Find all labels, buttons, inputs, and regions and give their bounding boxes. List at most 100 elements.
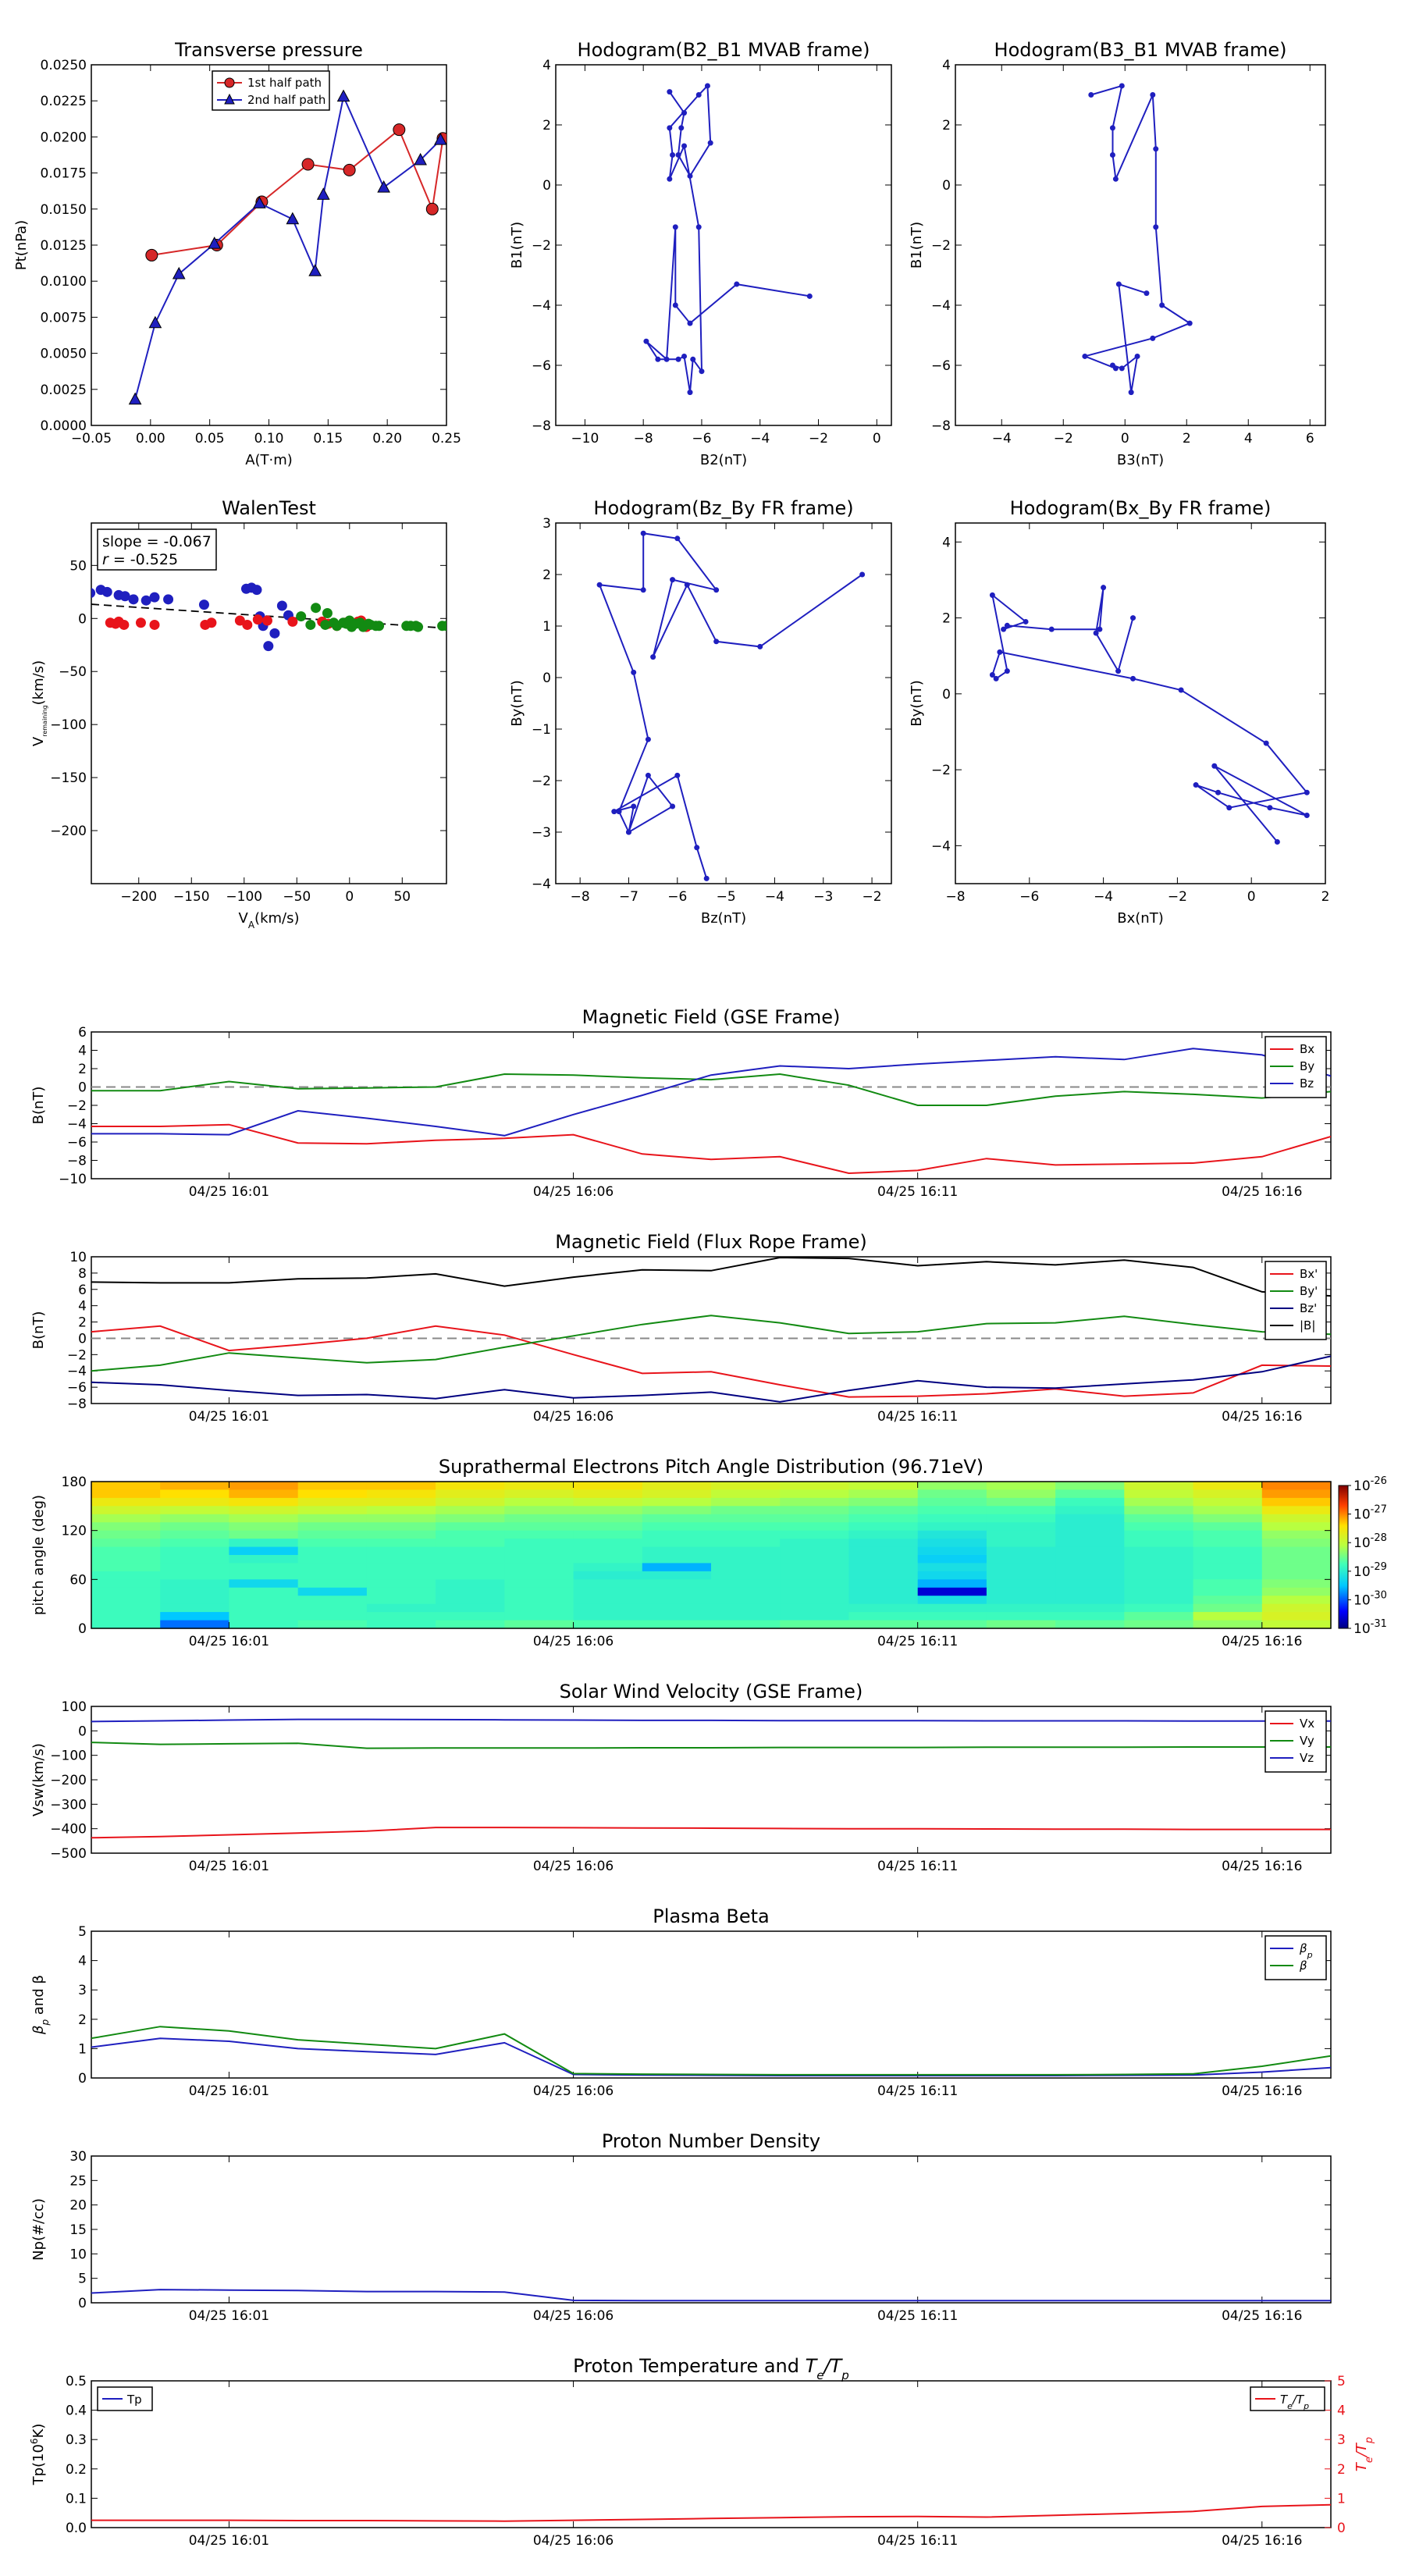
y-tick-label: 30 (69, 2149, 87, 2165)
y-tick-label-right: 2 (1337, 2462, 1346, 2478)
data-point (670, 577, 676, 583)
colorbar (1338, 1485, 1349, 1629)
heatmap-cell (366, 1620, 436, 1629)
chart-mag_fr: Magnetic Field (Flux Rope Frame) 04/25 16… (30, 1231, 1332, 1425)
heatmap-cell (160, 1522, 229, 1532)
heatmap-cell (1261, 1514, 1332, 1523)
data-point (1150, 335, 1156, 341)
heatmap-cell (573, 1563, 643, 1572)
data-point (374, 621, 385, 632)
y-tick-label: −400 (50, 1822, 87, 1838)
heatmap-cell (160, 1620, 229, 1629)
data-point (699, 368, 705, 375)
heatmap-cell (986, 1612, 1056, 1621)
heatmap-cell (1055, 1596, 1125, 1605)
y-tick-label: 100 (62, 1699, 87, 1715)
heatmap-cell (504, 1555, 574, 1564)
y-tick-label: 8 (78, 1266, 87, 1282)
heatmap-cell (1055, 1587, 1125, 1596)
y-tick-label: 0.0250 (41, 58, 87, 73)
data-point (645, 772, 651, 778)
heatmap-cell (711, 1596, 781, 1605)
data-point (1193, 782, 1199, 788)
y-tick-label: 60 (69, 1572, 87, 1588)
x-tick-label: 04/25 16:01 (189, 1859, 269, 1874)
chart-tp: Transverse pressure −0.05 0.00 0.05 0.10 0.15… (13, 39, 461, 468)
y-tick-label: −4 (67, 1364, 87, 1379)
x-tick-label: 04/25 16:11 (877, 2308, 958, 2324)
heatmap-cell (917, 1620, 987, 1629)
x-tick-label: 04/25 16:01 (189, 1184, 269, 1200)
plot-frame (91, 1930, 1332, 2079)
data-point (670, 803, 676, 809)
y-tick-label: 0 (78, 1724, 87, 1739)
heatmap-cell (160, 1579, 229, 1589)
data-point (1115, 281, 1122, 287)
legend-label: β (1299, 1959, 1307, 1973)
x-tick-label: 2 (1183, 431, 1191, 447)
heatmap-cell (573, 1612, 643, 1621)
y-tick-label: −150 (50, 770, 87, 786)
heatmap-cell (1124, 1620, 1194, 1629)
x-tick-label: 2 (1321, 889, 1330, 905)
chart-title: Proton Temperature and Te/Tp (573, 2355, 849, 2382)
heatmap-cell (711, 1579, 781, 1589)
heatmap-cell (160, 1514, 229, 1523)
heatmap-cell (297, 1620, 368, 1629)
heatmap-cell (917, 1563, 987, 1572)
heatmap-cell (642, 1482, 712, 1490)
plot-frame (555, 64, 892, 426)
y-tick-label-right: 1 (1337, 2491, 1346, 2507)
heatmap-cell (91, 1596, 161, 1605)
heatmap-cell (1193, 1596, 1263, 1605)
y-tick-label: 0.1 (66, 2491, 87, 2507)
plot-area (989, 585, 1310, 845)
data-point (1153, 146, 1159, 152)
heatmap-cell (91, 1522, 161, 1532)
x-axis-label: B2(nT) (700, 452, 747, 468)
y-tick-label: 0 (942, 178, 951, 194)
heatmap-cell (504, 1603, 574, 1613)
y-tick-label: 1 (78, 2041, 87, 2057)
data-point (1093, 630, 1099, 636)
data-point (377, 180, 390, 193)
x-tick-label: −10 (571, 431, 599, 447)
heatmap-cell (229, 1539, 299, 1548)
x-tick-label: −2 (809, 431, 828, 447)
chart-h1: Hodogram(B2_B1 MVAB frame) −10 −8 −6 −4 −2 0 −8… (509, 39, 892, 468)
plot-area (91, 2503, 1331, 2522)
y-tick-label: −2 (532, 238, 551, 254)
series-line (91, 2026, 1331, 2076)
heatmap-cell (436, 1563, 505, 1572)
data-point (695, 92, 702, 98)
data-point (1130, 675, 1136, 681)
data-point (1004, 668, 1010, 674)
y-tick-label: 10 (69, 2247, 87, 2262)
data-point (119, 591, 130, 602)
heatmap-cell (436, 1497, 505, 1507)
x-tick-label: −200 (120, 889, 157, 905)
heatmap-cell (160, 1587, 229, 1596)
heatmap-cell (91, 1555, 161, 1564)
heatmap-cell (160, 1539, 229, 1548)
legend-box (1264, 1935, 1327, 1980)
heatmap-cell (1193, 1489, 1263, 1499)
heatmap-cell (91, 1612, 161, 1621)
heatmap-cell (1193, 1522, 1263, 1532)
heatmap-cell (642, 1596, 712, 1605)
heatmap-cell (366, 1579, 436, 1589)
heatmap-cell (366, 1482, 436, 1490)
chart-title: Plasma Beta (653, 1905, 769, 1927)
heatmap-cell (1261, 1563, 1332, 1572)
heatmap-cell (1124, 1603, 1194, 1613)
data-point (135, 617, 146, 628)
heatmap-cell (573, 1514, 643, 1523)
heatmap-cell (986, 1514, 1056, 1523)
heatmap-cell (297, 1555, 368, 1564)
heatmap-cell (366, 1522, 436, 1532)
y-tick-label: 0 (942, 687, 951, 703)
heatmap-cell (366, 1596, 436, 1605)
annotation-box (97, 528, 217, 571)
heatmap-cell (711, 1506, 781, 1515)
